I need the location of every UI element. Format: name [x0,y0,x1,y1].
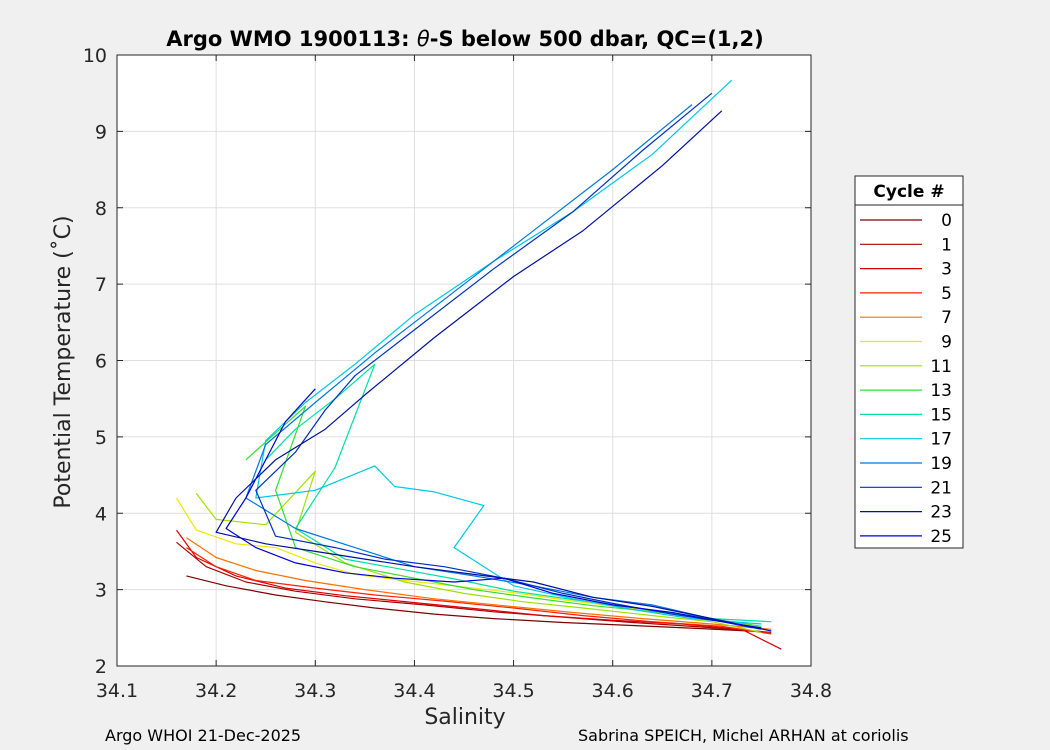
x-ticks: 34.1 34.2 34.3 34.4 34.5 34.6 34.7 34.8 [96,55,832,702]
legend-label-cycle-23: 23 [930,503,952,523]
x-axis-label: Salinity [424,705,505,730]
y-tick-label: 7 [95,274,107,296]
legend-label-cycle-21: 21 [930,478,952,498]
legend-label-cycle-7: 7 [941,308,952,328]
series-line-cycle-17 [255,79,762,625]
footer-right: Sabrina SPEICH, Michel ARHAN at coriolis [578,726,909,745]
legend-box [854,175,964,549]
x-tick-label: 34.4 [393,680,435,702]
series-line-cycle-7 [186,537,772,630]
y-tick-label: 5 [95,427,107,449]
y-tick-label: 8 [95,198,107,220]
legend-label-cycle-1: 1 [941,235,952,255]
legend-title: Cycle # [873,182,944,202]
legend-label-cycle-19: 19 [930,454,952,474]
series-line-cycle-25 [225,388,762,629]
legend-label-cycle-15: 15 [930,405,952,425]
y-axis-label: Potential Temperature (˚C) [51,215,76,508]
y-tick-label: 6 [95,351,107,373]
y-tick-label: 4 [95,503,107,525]
legend-label-cycle-11: 11 [930,357,952,377]
x-tick-label: 34.7 [691,680,733,702]
x-tick-label: 34.2 [195,680,237,702]
y-tick-label: 9 [95,121,107,143]
legend-label-cycle-5: 5 [941,284,952,304]
x-tick-label: 34.6 [592,680,634,702]
y-ticks: 2 3 4 5 6 7 8 9 10 [83,45,811,678]
chart-title: Argo WMO 1900113: θ-S below 500 dbar, QC… [166,27,763,51]
x-tick-label: 34.8 [790,680,832,702]
x-tick-label: 34.3 [294,680,336,702]
y-tick-label: 3 [95,580,107,602]
footer-left: Argo WHOI 21-Dec-2025 [105,726,302,745]
y-tick-label: 2 [95,656,107,678]
x-tick-label: 34.5 [492,680,534,702]
theta-symbol: θ [417,27,430,51]
x-tick-label: 34.1 [96,680,138,702]
legend-label-cycle-0: 0 [941,211,952,231]
series-line-cycle-5 [186,547,772,635]
legend-label-cycle-13: 13 [930,381,952,401]
legend-label-cycle-17: 17 [930,430,952,450]
series-layer [175,79,782,650]
series-line-cycle-0 [186,575,762,633]
series-line-cycle-11 [195,470,762,633]
series-line-cycle-9 [175,497,762,629]
legend-label-cycle-25: 25 [930,527,952,547]
y-tick-label: 10 [83,45,107,67]
series-line-cycle-21 [255,92,762,630]
legend-label-cycle-3: 3 [941,260,952,280]
legend-label-cycle-9: 9 [941,333,952,353]
series-line-cycle-1 [176,541,772,633]
